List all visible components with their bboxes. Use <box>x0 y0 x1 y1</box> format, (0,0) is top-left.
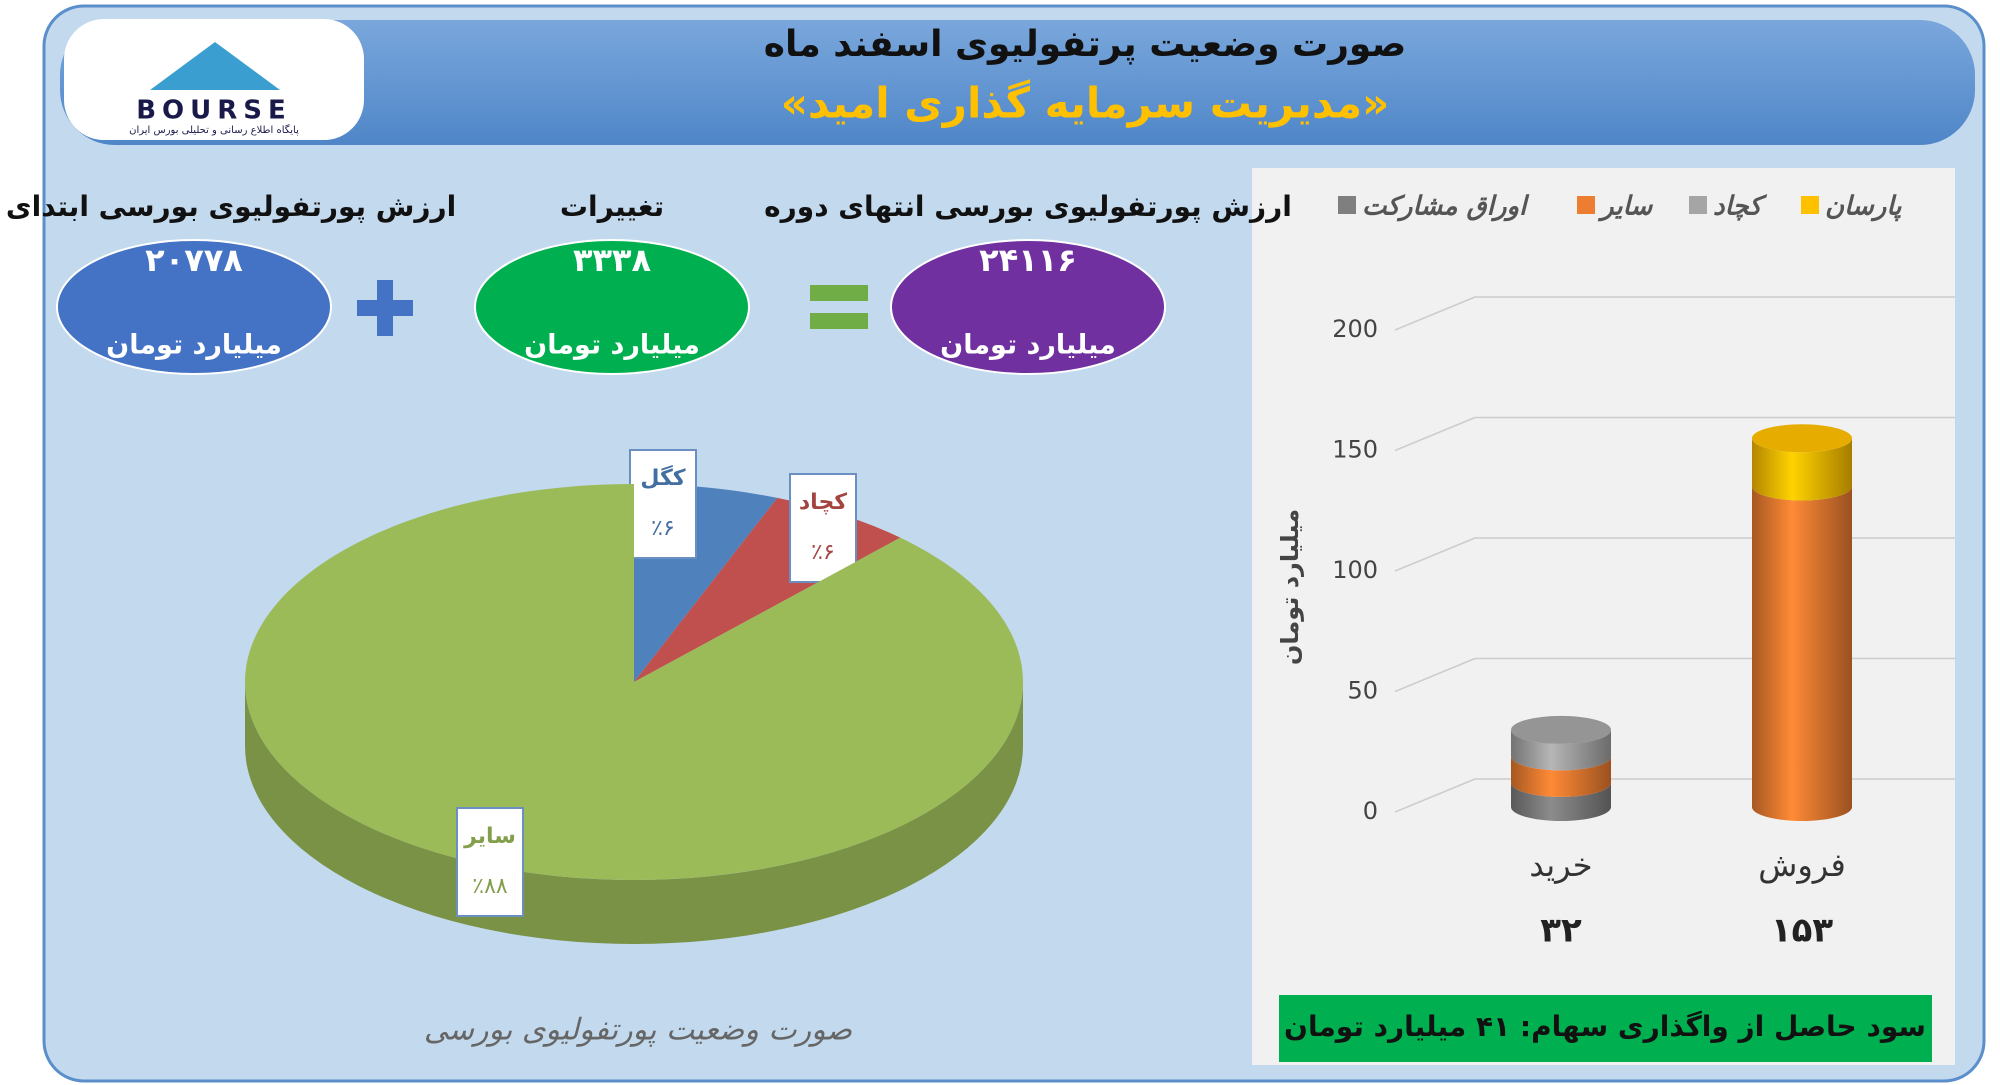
summary-label: تغییرات <box>560 190 664 223</box>
legend-label: پارسان <box>1825 192 1902 222</box>
legend-label: اوراق مشارکت <box>1362 192 1530 222</box>
bar-segment <box>1752 438 1852 501</box>
pie-slice <box>245 484 1024 880</box>
pie-label: کگل <box>640 464 685 491</box>
pie-label-box <box>629 449 697 559</box>
y-tick-label: 100 <box>1332 556 1378 584</box>
bar-cap <box>1752 424 1852 453</box>
bar-segment <box>1511 729 1611 771</box>
grid-line <box>1394 657 1476 693</box>
legend-swatch <box>1338 196 1356 214</box>
summary-bubble <box>56 239 332 375</box>
logo-tagline: پایگاه اطلاع رسانی و تحلیلی بورس ایران <box>129 124 299 136</box>
bar-segment <box>1511 756 1611 797</box>
x-tick-label: فروش <box>1758 846 1845 884</box>
footer: سود حاصل از واگذاری سهام: ۴۱ میلیارد توم… <box>1284 1010 1926 1043</box>
summary-value: ۲۰۷۷۸ <box>145 241 243 279</box>
plus <box>357 280 413 336</box>
pie-value-label: ٪۸۸ <box>472 874 508 899</box>
grid-line <box>1394 537 1476 572</box>
pie-label: سایر <box>463 824 516 849</box>
summary-unit: میلیارد تومان <box>106 330 282 361</box>
y-tick-label: 150 <box>1332 436 1378 464</box>
bar-cap <box>1511 715 1611 744</box>
pie-value-label: ٪۶ <box>651 516 675 541</box>
logo-shape <box>150 42 280 90</box>
legend-swatch <box>1577 196 1595 214</box>
equals <box>810 285 868 329</box>
pie-label-box <box>789 473 857 583</box>
legend-swatch <box>1689 196 1707 214</box>
y-axis-label: میلیارد تومان <box>1276 509 1304 665</box>
grid-line <box>1394 296 1476 331</box>
y-tick-label: 200 <box>1332 315 1378 343</box>
legend-swatch <box>1801 196 1819 214</box>
bar-total: ۳۲ <box>1540 911 1582 951</box>
legend-label: کچاد <box>1713 192 1767 222</box>
bar-total: ۱۵۳ <box>1771 911 1834 951</box>
logo-name: BOURSE <box>136 96 292 126</box>
bar-segment <box>1752 486 1852 821</box>
legend-label: سایر <box>1597 192 1654 222</box>
summary-label: ارزش پورتفولیوی بورسی انتهای دوره <box>764 190 1292 223</box>
footer-box <box>1279 995 1932 1062</box>
pie-label: کچاد <box>799 490 847 515</box>
y-tick-label: 50 <box>1347 677 1378 705</box>
summary-label: ارزش پورتفولیوی بورسی ابتدای دوره <box>0 190 456 223</box>
title: صورت وضعیت پرتفولیوی اسفند ماه <box>764 24 1407 65</box>
summary-unit: میلیارد تومان <box>940 330 1116 361</box>
grid-line <box>1394 416 1476 452</box>
pie-value-label: ٪۶ <box>811 540 835 565</box>
x-tick-label: خرید <box>1529 846 1592 884</box>
grid-line <box>1394 778 1476 813</box>
header-bar <box>60 20 1975 145</box>
pie-side <box>245 682 1023 944</box>
bar-segment <box>1511 782 1611 821</box>
subtitle: «مدیریت سرمایه گذاری امید» <box>781 79 1390 129</box>
y-tick-label: 0 <box>1363 797 1378 825</box>
summary-bubble <box>474 239 750 375</box>
summary-value: ۲۴۱۱۶ <box>979 241 1077 279</box>
summary-bubble <box>890 239 1166 375</box>
pie-title: صورت وضعیت پورتفولیوی بورسی <box>424 1013 853 1048</box>
summary-unit: میلیارد تومان <box>524 330 700 361</box>
summary-value: ۳۳۳۸ <box>573 241 652 279</box>
pie-label-box <box>456 807 524 917</box>
